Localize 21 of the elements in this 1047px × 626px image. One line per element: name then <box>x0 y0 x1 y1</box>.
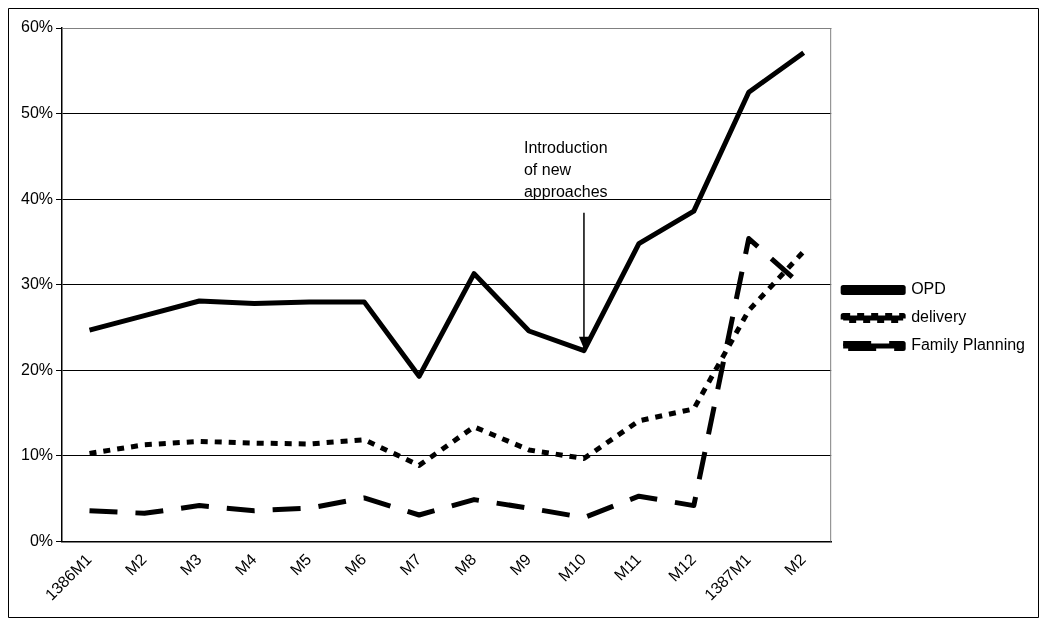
legend-label: OPD <box>911 280 946 298</box>
legend-label: delivery <box>911 308 967 326</box>
x-tick-label: M4 <box>231 550 260 579</box>
y-tick-label: 60% <box>20 18 54 36</box>
annotation: Introduction of new approaches <box>523 139 608 201</box>
x-tick-label: M8 <box>451 550 480 579</box>
x-tick-label: M11 <box>610 550 645 584</box>
y-tick-label: 50% <box>20 104 54 121</box>
y-tick-label: 10% <box>20 446 54 464</box>
x-tick-label: M6 <box>341 550 370 579</box>
x-tick-label: M5 <box>286 550 315 579</box>
x-tick-label: M9 <box>506 550 535 579</box>
x-tick-label: M3 <box>176 550 205 579</box>
y-tick-label: 20% <box>20 360 54 378</box>
y-tick-label: 0% <box>29 531 54 549</box>
x-tick-label: M2 <box>781 550 810 579</box>
y-tick-label: 40% <box>20 189 54 207</box>
y-tick-label: 30% <box>20 275 54 293</box>
legend-label: Family Planning <box>911 336 1025 354</box>
x-tick-label: M2 <box>121 550 150 579</box>
x-tick-label: M7 <box>396 550 425 579</box>
